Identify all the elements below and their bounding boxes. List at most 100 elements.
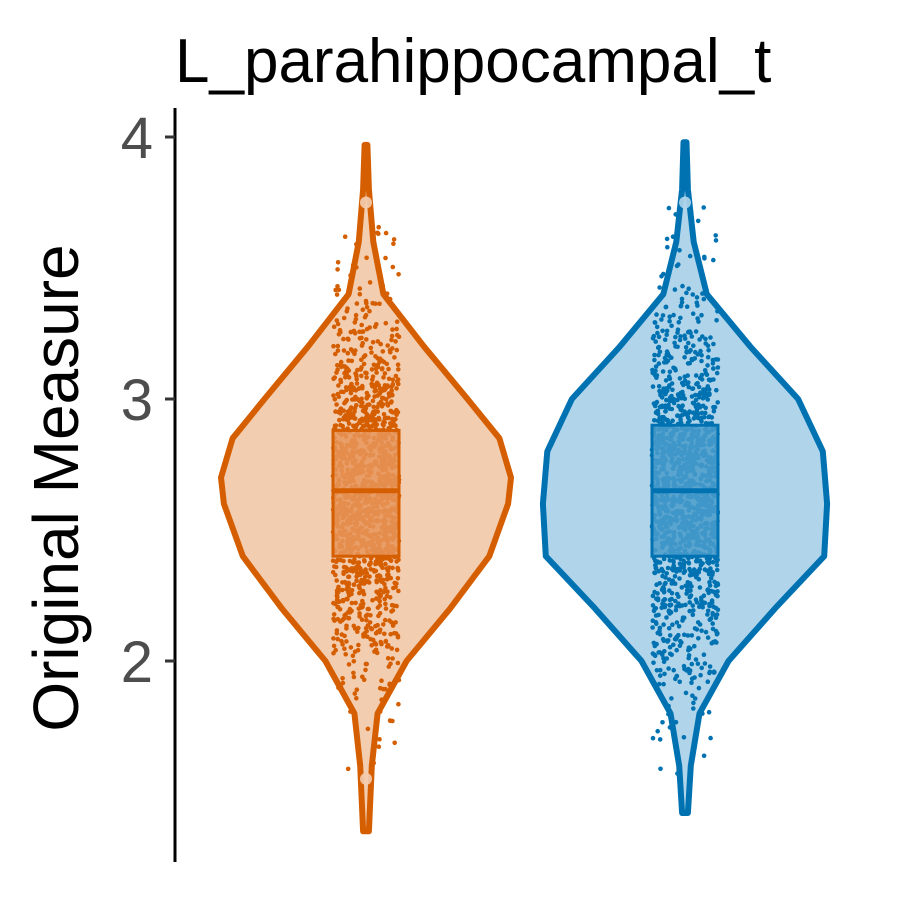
data-point <box>671 642 676 648</box>
data-point <box>394 347 400 353</box>
data-point <box>687 409 692 414</box>
data-point <box>706 414 711 420</box>
data-point <box>650 593 656 599</box>
data-point <box>375 404 380 410</box>
data-point <box>672 287 678 292</box>
data-point <box>696 636 701 641</box>
data-point <box>656 334 662 340</box>
data-point <box>356 625 361 631</box>
data-point <box>689 334 695 339</box>
data-point <box>711 408 717 414</box>
data-point <box>686 653 692 658</box>
data-point <box>678 303 684 309</box>
data-point <box>663 391 668 397</box>
data-point <box>686 340 691 346</box>
data-point <box>352 691 358 696</box>
data-point <box>335 636 341 642</box>
data-point <box>336 383 341 388</box>
data-point <box>666 638 671 643</box>
data-point <box>348 709 353 714</box>
data-point <box>333 351 338 357</box>
data-point <box>676 320 682 325</box>
data-point <box>698 672 703 678</box>
data-point <box>356 397 362 403</box>
data-point <box>351 659 357 664</box>
data-point <box>703 629 709 635</box>
data-point <box>703 336 708 342</box>
data-point <box>667 369 673 375</box>
data-point <box>392 355 397 360</box>
data-point <box>334 597 340 603</box>
data-point <box>346 580 351 586</box>
data-point <box>669 581 675 586</box>
data-point <box>683 602 688 608</box>
chart-title: L_parahippocampal_t <box>175 27 771 96</box>
data-point <box>395 565 400 571</box>
data-point <box>332 309 338 315</box>
data-point <box>656 650 661 655</box>
data-point <box>710 610 715 616</box>
data-point <box>390 346 395 351</box>
data-point <box>395 576 401 581</box>
data-point <box>657 673 663 678</box>
data-point <box>383 320 389 326</box>
outlier-point <box>360 196 372 209</box>
data-point <box>650 618 656 623</box>
data-point <box>381 419 387 425</box>
data-point <box>386 376 392 382</box>
data-point <box>677 576 682 581</box>
data-point <box>365 578 371 584</box>
data-point <box>677 679 682 685</box>
data-point <box>701 296 707 302</box>
data-point <box>342 234 348 239</box>
data-point <box>369 626 375 632</box>
data-point <box>364 617 369 623</box>
data-point <box>346 375 352 380</box>
data-point <box>667 603 673 608</box>
data-point <box>365 606 371 612</box>
data-point <box>340 676 345 681</box>
data-point <box>705 612 710 617</box>
data-point <box>681 562 687 568</box>
data-point <box>676 632 681 638</box>
data-point <box>705 384 711 389</box>
data-point <box>703 410 708 416</box>
data-point <box>389 602 395 608</box>
data-point <box>666 666 671 671</box>
data-point <box>691 608 696 613</box>
data-point <box>379 366 385 372</box>
data-point <box>364 300 369 306</box>
data-point <box>661 655 666 661</box>
data-point <box>371 362 377 368</box>
data-point <box>353 312 359 318</box>
data-point <box>375 393 381 398</box>
data-point <box>346 574 352 579</box>
data-point <box>696 568 701 574</box>
data-point <box>382 387 387 393</box>
data-point <box>346 662 352 667</box>
data-point <box>359 617 365 622</box>
data-point <box>679 585 685 590</box>
data-point <box>675 771 680 776</box>
data-point <box>338 411 343 416</box>
data-point <box>341 315 347 321</box>
data-point <box>696 576 702 582</box>
data-point <box>650 335 656 341</box>
data-point <box>381 412 387 417</box>
data-point <box>691 343 696 349</box>
data-point <box>387 718 393 723</box>
data-point <box>678 390 684 396</box>
data-point <box>387 618 392 623</box>
data-point <box>713 628 719 634</box>
data-point <box>675 397 680 403</box>
data-point <box>665 244 670 250</box>
data-point <box>657 285 662 290</box>
data-point <box>332 375 338 380</box>
data-point <box>382 631 387 637</box>
data-point <box>390 410 396 415</box>
data-point <box>650 735 656 741</box>
data-point <box>385 576 390 582</box>
data-point <box>706 709 712 715</box>
data-point <box>661 638 667 643</box>
data-point <box>391 241 396 247</box>
